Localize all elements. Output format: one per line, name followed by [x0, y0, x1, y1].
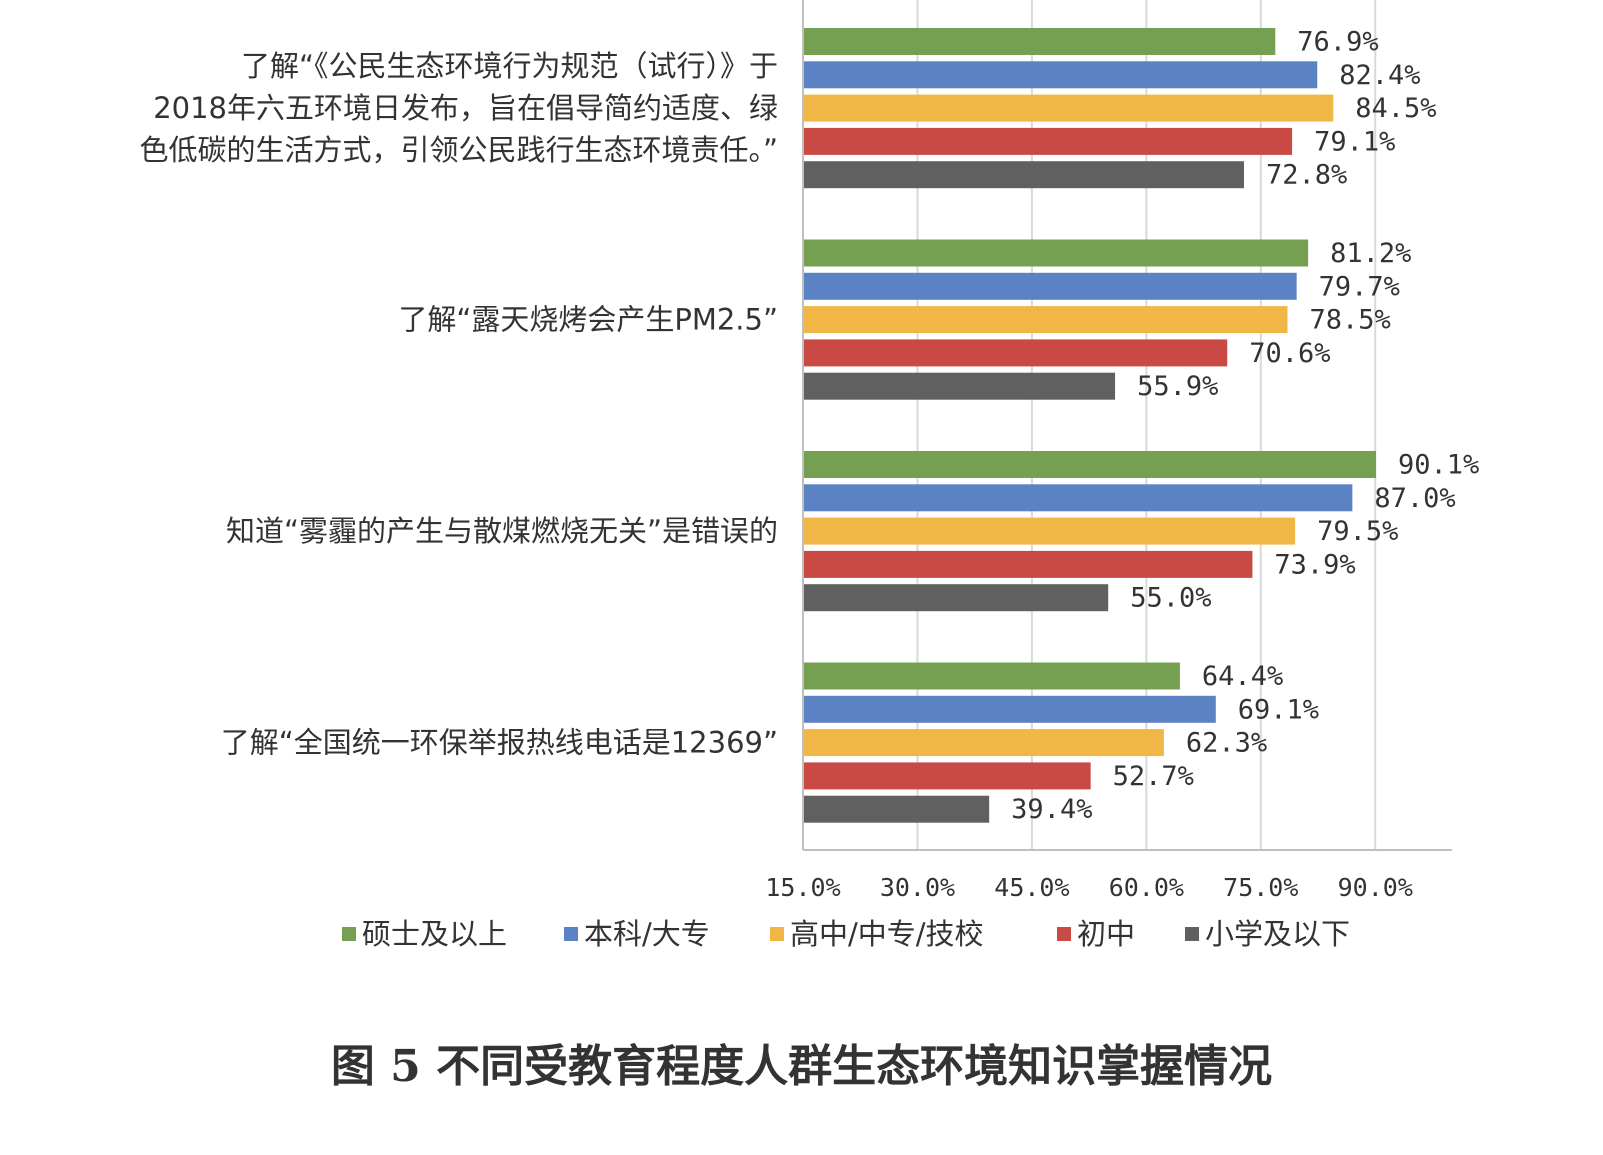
legend-swatch — [564, 927, 578, 941]
data-label: 55.0% — [1130, 583, 1211, 614]
data-label: 79.1% — [1314, 126, 1395, 157]
category-label: 了解“《公民生态环境行为规范（试行）》于 2018年六五环境日发布，旨在倡导简约适… — [139, 49, 778, 167]
data-label: 52.7% — [1113, 761, 1194, 792]
bar — [803, 339, 1228, 367]
bars — [803, 28, 1377, 823]
x-tick-label: 75.0% — [1223, 873, 1298, 902]
bar — [803, 372, 1116, 400]
x-tick-label: 15.0% — [765, 873, 840, 902]
legend-label: 硕士及以上 — [362, 917, 507, 951]
data-label: 87.0% — [1374, 483, 1455, 514]
legend-label: 初中 — [1077, 917, 1135, 951]
axes — [802, 0, 1452, 851]
data-label: 84.5% — [1355, 93, 1436, 124]
bar — [803, 695, 1216, 723]
bar — [803, 451, 1377, 478]
data-label: 69.1% — [1238, 694, 1319, 725]
data-label: 81.2% — [1330, 238, 1411, 269]
data-label: 82.4% — [1339, 60, 1420, 91]
data-label: 76.9% — [1297, 27, 1378, 58]
legend-label: 高中/中专/技校 — [790, 917, 984, 951]
data-label: 78.5% — [1310, 305, 1391, 336]
category-label: 了解“露天烧烤会产生PM2.5” — [398, 303, 778, 337]
category-label-line: 了解“《公民生态环境行为规范（试行）》于 — [241, 49, 778, 83]
category-label: 了解“全国统一环保举报热线电话是12369” — [221, 726, 778, 760]
data-label: 79.7% — [1319, 271, 1400, 302]
bar — [803, 127, 1293, 155]
x-tick-label: 45.0% — [994, 873, 1069, 902]
bar — [803, 762, 1091, 790]
x-tick-label: 60.0% — [1109, 873, 1184, 902]
data-label: 79.5% — [1317, 516, 1398, 547]
data-label: 90.1% — [1398, 450, 1479, 481]
bar — [803, 662, 1180, 690]
bar-chart: 76.9%82.4%84.5%79.1%72.8% 81.2%79.7%78.5%… — [139, 0, 1479, 951]
data-label: 55.9% — [1137, 371, 1218, 402]
category-labels: 了解“《公民生态环境行为规范（试行）》于 2018年六五环境日发布，旨在倡导简约适… — [139, 49, 778, 760]
bar — [803, 729, 1164, 757]
bar — [803, 28, 1276, 55]
bar — [803, 517, 1296, 545]
bar — [803, 94, 1334, 122]
legend-swatch — [770, 927, 784, 941]
bar — [803, 272, 1297, 300]
category-label: 知道“雾霾的产生与散煤燃烧无关”是错误的 — [226, 514, 778, 548]
bar — [803, 61, 1318, 89]
x-tick-label: 30.0% — [880, 873, 955, 902]
legend-label: 小学及以下 — [1205, 917, 1350, 951]
data-label: 62.3% — [1186, 728, 1267, 759]
category-label-line: 知道“雾霾的产生与散煤燃烧无关”是错误的 — [226, 514, 778, 548]
bar — [803, 795, 990, 823]
legend-swatch — [1185, 927, 1199, 941]
data-label: 64.4% — [1202, 661, 1283, 692]
bar — [803, 550, 1253, 578]
category-label-line: 色低碳的生活方式，引领公民践行生态环境责任。” — [139, 133, 778, 167]
value-labels: 76.9%82.4%84.5%79.1%72.8% 81.2%79.7%78.5%… — [1011, 27, 1479, 826]
legend-swatch — [1057, 927, 1071, 941]
data-label: 39.4% — [1011, 794, 1092, 825]
category-label-line: 了解“露天烧烤会产生PM2.5” — [398, 303, 778, 337]
bar — [803, 161, 1245, 189]
bar — [803, 306, 1288, 334]
bar — [803, 584, 1109, 612]
legend-swatch — [342, 927, 356, 941]
bar — [803, 484, 1353, 512]
data-label: 70.6% — [1249, 338, 1330, 369]
data-label: 72.8% — [1266, 160, 1347, 191]
category-label-line: 了解“全国统一环保举报热线电话是12369” — [221, 726, 778, 760]
x-tick-label: 90.0% — [1338, 873, 1413, 902]
x-tick-labels: 15.0% 30.0% 45.0% 60.0% 75.0% 90.0% — [765, 873, 1413, 902]
category-label-line: 2018年六五环境日发布，旨在倡导简约适度、绿 — [153, 91, 778, 125]
bar — [803, 239, 1309, 267]
legend: 硕士及以上 本科/大专 高中/中专/技校 初中 小学及以下 — [342, 917, 1350, 951]
chart-title: 图 5 不同受教育程度人群生态环境知识掌握情况 — [330, 1041, 1273, 1092]
legend-label: 本科/大专 — [584, 917, 710, 951]
data-label: 73.9% — [1274, 549, 1355, 580]
